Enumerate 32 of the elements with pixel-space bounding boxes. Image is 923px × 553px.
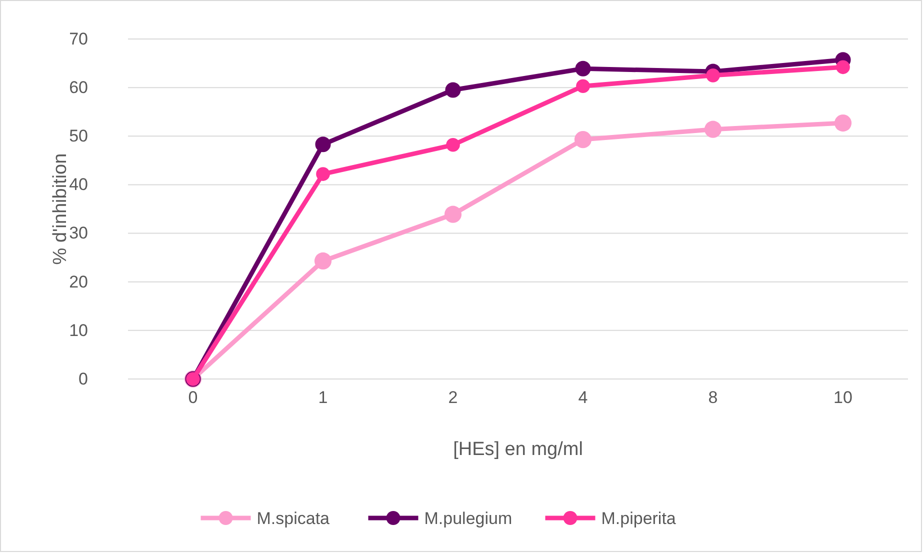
y-tick-label: 20 bbox=[69, 272, 88, 292]
x-tick-label: 10 bbox=[834, 388, 852, 408]
x-tick-label: 8 bbox=[708, 388, 718, 408]
y-tick-label: 0 bbox=[78, 369, 88, 388]
y-tick-label: 30 bbox=[69, 224, 88, 243]
point bbox=[704, 120, 722, 138]
legend-label: M.piperita bbox=[601, 509, 676, 528]
y-tick-label: 70 bbox=[69, 29, 88, 48]
x-tick-label: 0 bbox=[188, 388, 198, 408]
point bbox=[706, 68, 720, 82]
y-axis-title: % d'inhibition bbox=[50, 153, 71, 265]
point bbox=[316, 167, 330, 181]
point bbox=[446, 138, 460, 152]
point bbox=[444, 206, 462, 223]
point bbox=[314, 252, 332, 270]
point bbox=[445, 82, 461, 98]
y-tick-label: 50 bbox=[69, 126, 88, 146]
x-tick-label: 4 bbox=[578, 388, 588, 408]
legend-label: M.spicata bbox=[256, 509, 330, 528]
point bbox=[575, 60, 591, 76]
point bbox=[315, 136, 331, 152]
point bbox=[836, 60, 850, 74]
point bbox=[574, 131, 592, 148]
x-axis-title: [HEs] en mg/ml bbox=[453, 439, 583, 460]
y-tick-label: 10 bbox=[69, 320, 88, 340]
y-tick-label: 40 bbox=[69, 175, 88, 194]
x-tick-label: 2 bbox=[448, 388, 458, 408]
point bbox=[576, 79, 590, 94]
y-tick-label: 60 bbox=[69, 78, 88, 98]
point bbox=[834, 114, 852, 132]
x-tick-label: 1 bbox=[318, 388, 328, 408]
legend-label: M.pulegium bbox=[424, 509, 512, 528]
